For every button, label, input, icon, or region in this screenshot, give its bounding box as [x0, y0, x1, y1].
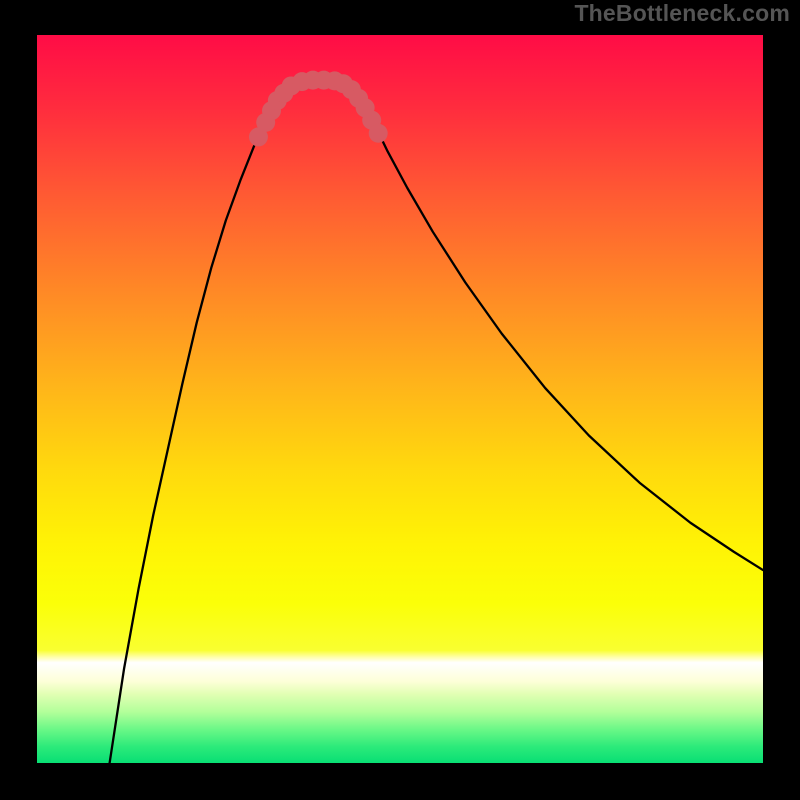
marker-dot: [369, 124, 388, 143]
bottleneck-curve: [110, 80, 763, 763]
marker-group: [249, 71, 388, 147]
watermark-text: TheBottleneck.com: [574, 0, 790, 27]
curve-layer: [37, 35, 763, 763]
plot-area: [37, 35, 763, 763]
